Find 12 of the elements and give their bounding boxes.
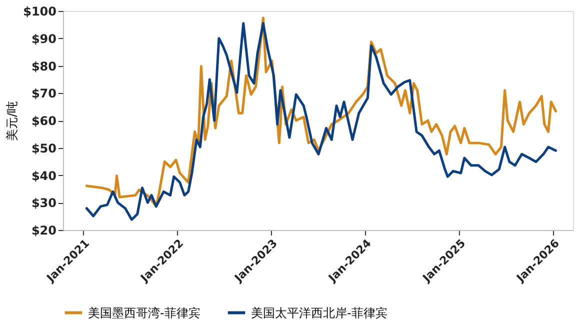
y-tick-label: $70 <box>31 86 56 101</box>
y-axis-title: 美元/吨 <box>5 100 20 142</box>
legend-label: 美国墨西哥湾-菲律宾 <box>88 306 200 320</box>
legend-label: 美国太平洋西北岸-菲律宾 <box>251 306 388 320</box>
y-tick-label: $50 <box>31 141 56 156</box>
y-tick-label: $60 <box>31 114 56 128</box>
y-tick-label: $80 <box>31 59 56 74</box>
y-tick-label: $90 <box>31 32 56 46</box>
y-tick-label: $100 <box>23 4 56 18</box>
y-tick-label: $20 <box>31 224 56 238</box>
y-tick-label: $30 <box>31 196 56 210</box>
y-tick-label: $40 <box>31 168 56 183</box>
